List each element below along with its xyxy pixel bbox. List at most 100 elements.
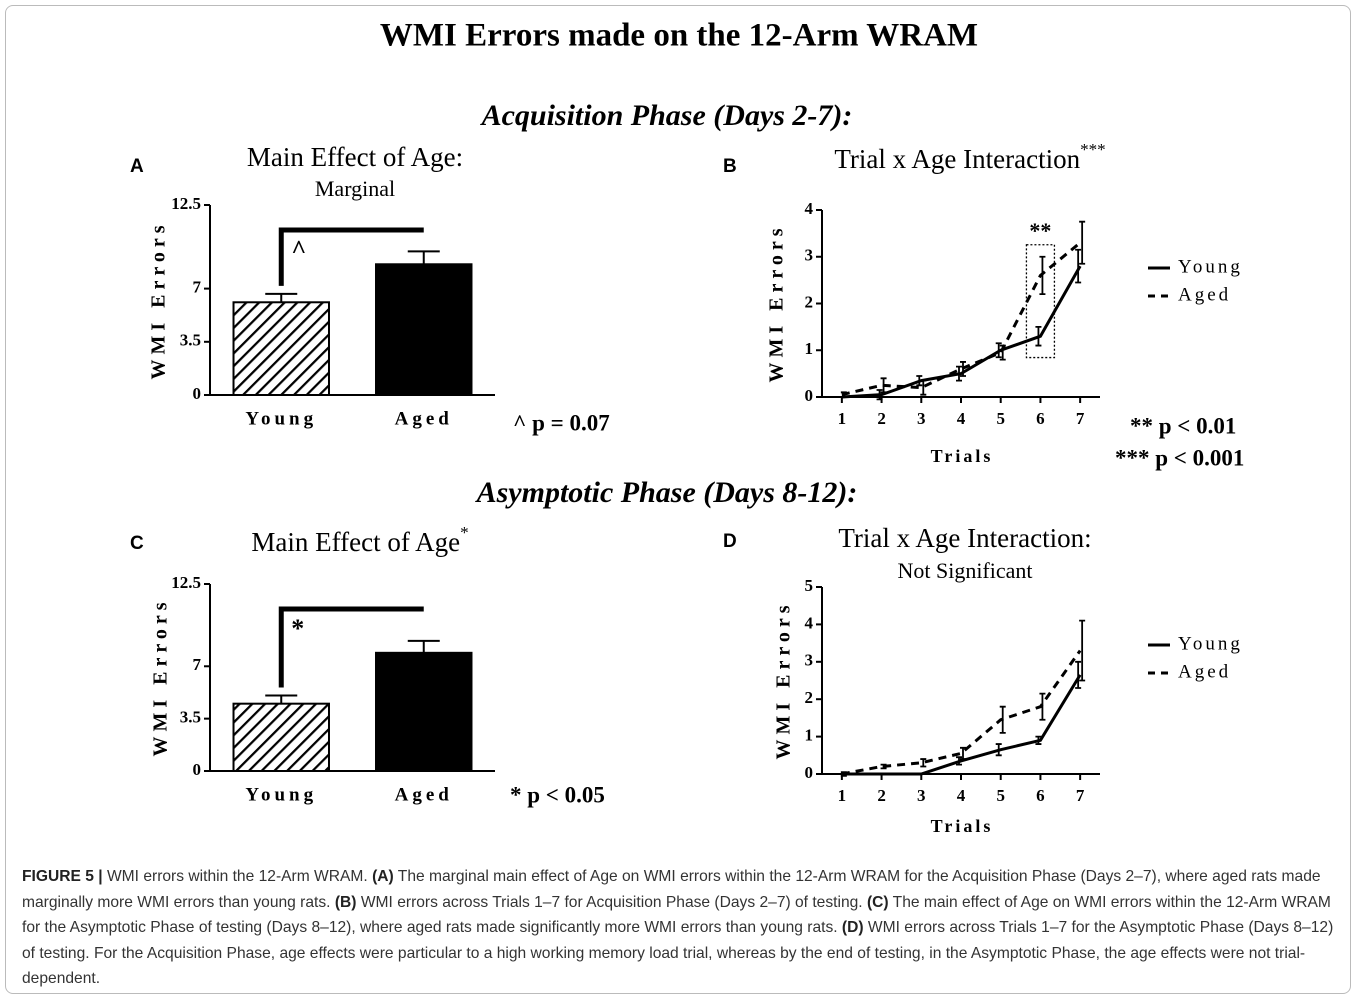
title-mark: ***: [1080, 140, 1106, 159]
title-mark: *: [460, 523, 469, 542]
error-bar: [880, 377, 887, 394]
legend-label: Aged: [1178, 661, 1231, 682]
highlight-box: [1025, 244, 1056, 359]
figure-title: WMI Errors made on the 12-Arm WRAM: [380, 18, 978, 54]
x-tick-label: Young: [245, 408, 317, 429]
error-bar: [999, 344, 1006, 361]
error-bar: [1035, 325, 1042, 347]
caption-label: FIGURE 5 |: [22, 868, 103, 885]
y-tick-label: 12.5: [171, 573, 201, 592]
chart-subtitle: Not Significant: [897, 558, 1032, 583]
x-tick-label: 1: [838, 786, 847, 805]
significance-mark: ^: [291, 235, 306, 264]
y-tick-label: 4: [805, 613, 814, 632]
bar: [232, 301, 330, 396]
chart-title: Trial x Age Interaction***: [834, 140, 1105, 174]
bar: [375, 263, 473, 396]
error-bar: [960, 361, 966, 377]
x-tick-label: 7: [1076, 409, 1085, 428]
y-axis-label: WMI Errors: [766, 223, 788, 382]
annotation: **: [1029, 218, 1051, 243]
error-bar: [1079, 619, 1086, 682]
y-axis-label: WMI Errors: [148, 220, 170, 379]
x-tick-label: 1: [838, 409, 847, 428]
x-tick-label: Aged: [395, 408, 453, 429]
error-bar: [920, 758, 927, 768]
x-tick-label: 7: [1076, 786, 1085, 805]
series-line: [841, 649, 1082, 776]
y-tick-label: 1: [805, 726, 814, 745]
caption-text: The main effect of Age on WMI errors wit…: [22, 893, 1331, 937]
chart-title-text: Trial x Age Interaction: [834, 144, 1080, 174]
series-line: [841, 241, 1082, 397]
y-axis-label: WMI Errors: [150, 597, 172, 756]
chart-title: Main Effect of Age*: [251, 523, 468, 557]
chart-title-text: Main Effect of Age:: [247, 142, 463, 172]
error-bar: [1079, 220, 1086, 265]
error-bar: [1075, 248, 1082, 284]
p-value-note: * p < 0.05: [510, 782, 605, 807]
caption-text: WMI errors within the 12-Arm WRAM.: [102, 868, 373, 885]
error-bar: [995, 743, 1002, 757]
y-tick-label: 7: [193, 655, 202, 674]
error-bar: [1075, 660, 1082, 689]
figure-frame: [5, 5, 1351, 994]
x-tick-label: Young: [245, 784, 317, 805]
y-tick-label: 3.5: [180, 331, 201, 350]
p-value-note: ** p < 0.01: [1130, 413, 1236, 438]
y-tick-label: 3.5: [180, 708, 201, 727]
chart-title: Main Effect of Age:: [247, 142, 463, 172]
error-bar: [880, 763, 887, 770]
x-tick-label: 3: [917, 409, 926, 428]
error-bar: [1039, 255, 1046, 296]
y-tick-label: 12.5: [171, 194, 201, 213]
x-tick-label: 2: [877, 409, 886, 428]
error-bar: [916, 375, 923, 387]
x-tick-label: 4: [957, 409, 966, 428]
caption-label: (A): [372, 868, 394, 885]
caption-label: (C): [866, 893, 889, 911]
figure: WMI Errors made on the 12-Arm WRAM Acqui…: [130, 18, 1244, 837]
caption-label: (D): [841, 919, 864, 937]
series-line: [841, 265, 1082, 399]
x-tick-label: 3: [917, 786, 926, 805]
legend-label: Young: [1178, 256, 1243, 277]
significance-bracket: [278, 606, 424, 688]
y-tick-label: 2: [805, 292, 814, 311]
error-bar: [956, 365, 962, 382]
x-tick-label: 5: [996, 409, 1005, 428]
y-tick-label: 0: [805, 386, 814, 405]
legend-label: Aged: [1178, 284, 1231, 305]
x-tick-label: 6: [1036, 786, 1045, 805]
x-tick-label: 2: [877, 786, 886, 805]
y-tick-label: 5: [805, 576, 814, 595]
caption-text: WMI errors across Trials 1–7 for Acquisi…: [356, 893, 867, 911]
error-bar: [960, 746, 966, 760]
error-bar: [1035, 735, 1042, 745]
legend-label: Young: [1178, 633, 1243, 654]
chart-title: Trial x Age Interaction:: [838, 523, 1091, 553]
y-tick-label: 2: [805, 688, 814, 707]
caption-text: The marginal main effect of Age on WMI e…: [22, 868, 1321, 911]
chart-title-text: Trial x Age Interaction:: [838, 523, 1091, 553]
error-bar: [1039, 692, 1046, 721]
y-tick-label: 3: [805, 246, 814, 265]
caption-label: (B): [334, 893, 357, 911]
chart-title-text: Main Effect of Age: [251, 527, 460, 557]
significance-bracket: [278, 227, 424, 286]
x-axis-label: Trials: [931, 446, 994, 466]
error-bar: [999, 705, 1006, 734]
p-value-note: ^ p = 0.07: [513, 410, 610, 435]
x-tick-label: 4: [957, 786, 966, 805]
y-tick-label: 7: [193, 278, 202, 297]
caption-text: WMI errors across Trials 1–7 for the Asy…: [22, 919, 1334, 988]
y-tick-label: 0: [193, 384, 202, 403]
error-bar: [995, 342, 1002, 359]
error-bar: [840, 391, 847, 398]
error-bar: [920, 379, 927, 396]
y-tick-label: 3: [805, 651, 814, 670]
section-title: Asymptotic Phase (Days 8-12):: [475, 476, 858, 509]
bar: [232, 702, 330, 772]
x-tick-label: 5: [996, 786, 1005, 805]
